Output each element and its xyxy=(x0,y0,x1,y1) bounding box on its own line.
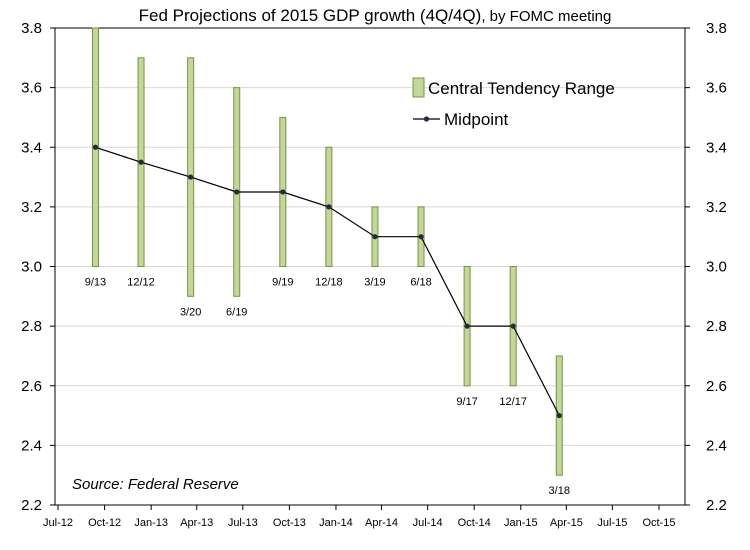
y-tick-label-left: 2.8 xyxy=(21,318,42,335)
legend-range-swatch xyxy=(412,77,425,98)
chart-title-suffix: , by FOMC meeting xyxy=(481,8,611,25)
meeting-label: 9/13 xyxy=(85,277,106,289)
chart-title: Fed Projections of 2015 GDP growth (4Q/4… xyxy=(139,6,612,25)
meeting-label: 9/17 xyxy=(456,396,477,408)
meeting-label: 6/18 xyxy=(410,277,431,289)
x-tick-label: Oct-14 xyxy=(458,517,491,529)
midpoint-marker-9-19 xyxy=(280,189,286,195)
midpoint-marker-6-19 xyxy=(234,189,240,195)
legend-range-label: Central Tendency Range xyxy=(428,79,615,98)
meeting-label: 3/18 xyxy=(549,485,570,497)
meeting-label: 12/17 xyxy=(499,396,527,408)
x-tick-label: Jul-13 xyxy=(228,517,258,529)
midpoint-marker-3-18 xyxy=(556,412,562,419)
x-tick-label: Jul-15 xyxy=(597,517,627,529)
legend: Central Tendency Range Midpoint xyxy=(412,77,615,129)
midpoint-line-layer xyxy=(92,144,562,419)
x-tick-labels: Jul-12 Oct-12 Jan-13 Apr-13 Jul-13 Oct-13 Jan-… xyxy=(43,505,676,529)
legend-mid-label: Midpoint xyxy=(444,110,509,129)
y-tick-label-right: 2.6 xyxy=(706,378,727,395)
x-tick-label: Apr-14 xyxy=(365,517,398,529)
y-tick-label-right: 3.6 xyxy=(706,80,727,97)
legend-mid-marker xyxy=(423,116,430,122)
midpoint-marker-6-18 xyxy=(418,234,424,240)
x-tick-label: Jan-15 xyxy=(504,517,538,529)
x-tick-label: Jan-14 xyxy=(319,517,353,529)
meeting-labels: 9/13 12/12 3/20 6/19 9/19 12/18 3/19 6/18 9/17 12… xyxy=(85,277,570,498)
y-tick-label-left: 3.0 xyxy=(21,259,42,276)
x-tick-label: Oct-12 xyxy=(88,517,121,529)
midpoint-marker-3-19 xyxy=(372,234,378,240)
x-tick-label: Oct-13 xyxy=(273,517,306,529)
meeting-label: 6/19 xyxy=(226,306,247,318)
y-tick-label-left: 3.6 xyxy=(21,80,42,97)
y-tick-label-left: 2.4 xyxy=(21,437,42,454)
y-tick-label-right: 2.4 xyxy=(706,437,727,454)
meeting-label: 3/20 xyxy=(180,306,201,318)
midpoint-marker-9-17 xyxy=(464,323,470,329)
midpoint-marker-3-20 xyxy=(188,174,194,180)
midpoint-marker-12-17 xyxy=(510,323,516,329)
x-tick-label: Jul-12 xyxy=(43,517,73,529)
x-tick-label: Jan-13 xyxy=(134,517,168,529)
y-tick-label-left: 2.6 xyxy=(21,378,42,395)
y-tick-label-right: 3.0 xyxy=(706,259,727,276)
y-tick-label-right: 3.4 xyxy=(706,139,727,156)
y-tick-label-left: 3.2 xyxy=(21,199,42,216)
source-note: Source: Federal Reserve xyxy=(72,476,239,493)
midpoint-marker-12-12 xyxy=(138,159,144,165)
y-tick-label-left: 2.2 xyxy=(21,497,42,514)
y-tick-labels: 3.8 3.8 3.6 3.6 3.4 3.4 3.2 3.2 3.0 3.0 2.8 2.8 2.6 2… xyxy=(21,20,727,514)
meeting-label: 3/19 xyxy=(364,277,385,289)
x-tick-label: Apr-13 xyxy=(180,517,213,529)
y-tick-label-right: 2.2 xyxy=(706,497,727,514)
x-tick-label: Oct-15 xyxy=(642,517,675,529)
midpoint-marker-12-18 xyxy=(326,204,332,210)
meeting-label: 12/18 xyxy=(315,277,343,289)
y-tick-label-left: 3.8 xyxy=(21,20,42,37)
meeting-label: 9/19 xyxy=(272,277,293,289)
y-tick-label-left: 3.4 xyxy=(21,139,42,156)
y-tick-label-right: 3.8 xyxy=(706,20,727,37)
y-tick-label-right: 3.2 xyxy=(706,199,727,216)
y-tick-label-right: 2.8 xyxy=(706,318,727,335)
chart-title-main: Fed Projections of 2015 GDP growth (4Q/4… xyxy=(139,6,482,25)
meeting-label: 12/12 xyxy=(127,277,155,289)
x-tick-label: Apr-15 xyxy=(550,517,583,529)
x-tick-label: Jul-14 xyxy=(413,517,443,529)
midpoint-marker-9-13 xyxy=(92,144,99,150)
